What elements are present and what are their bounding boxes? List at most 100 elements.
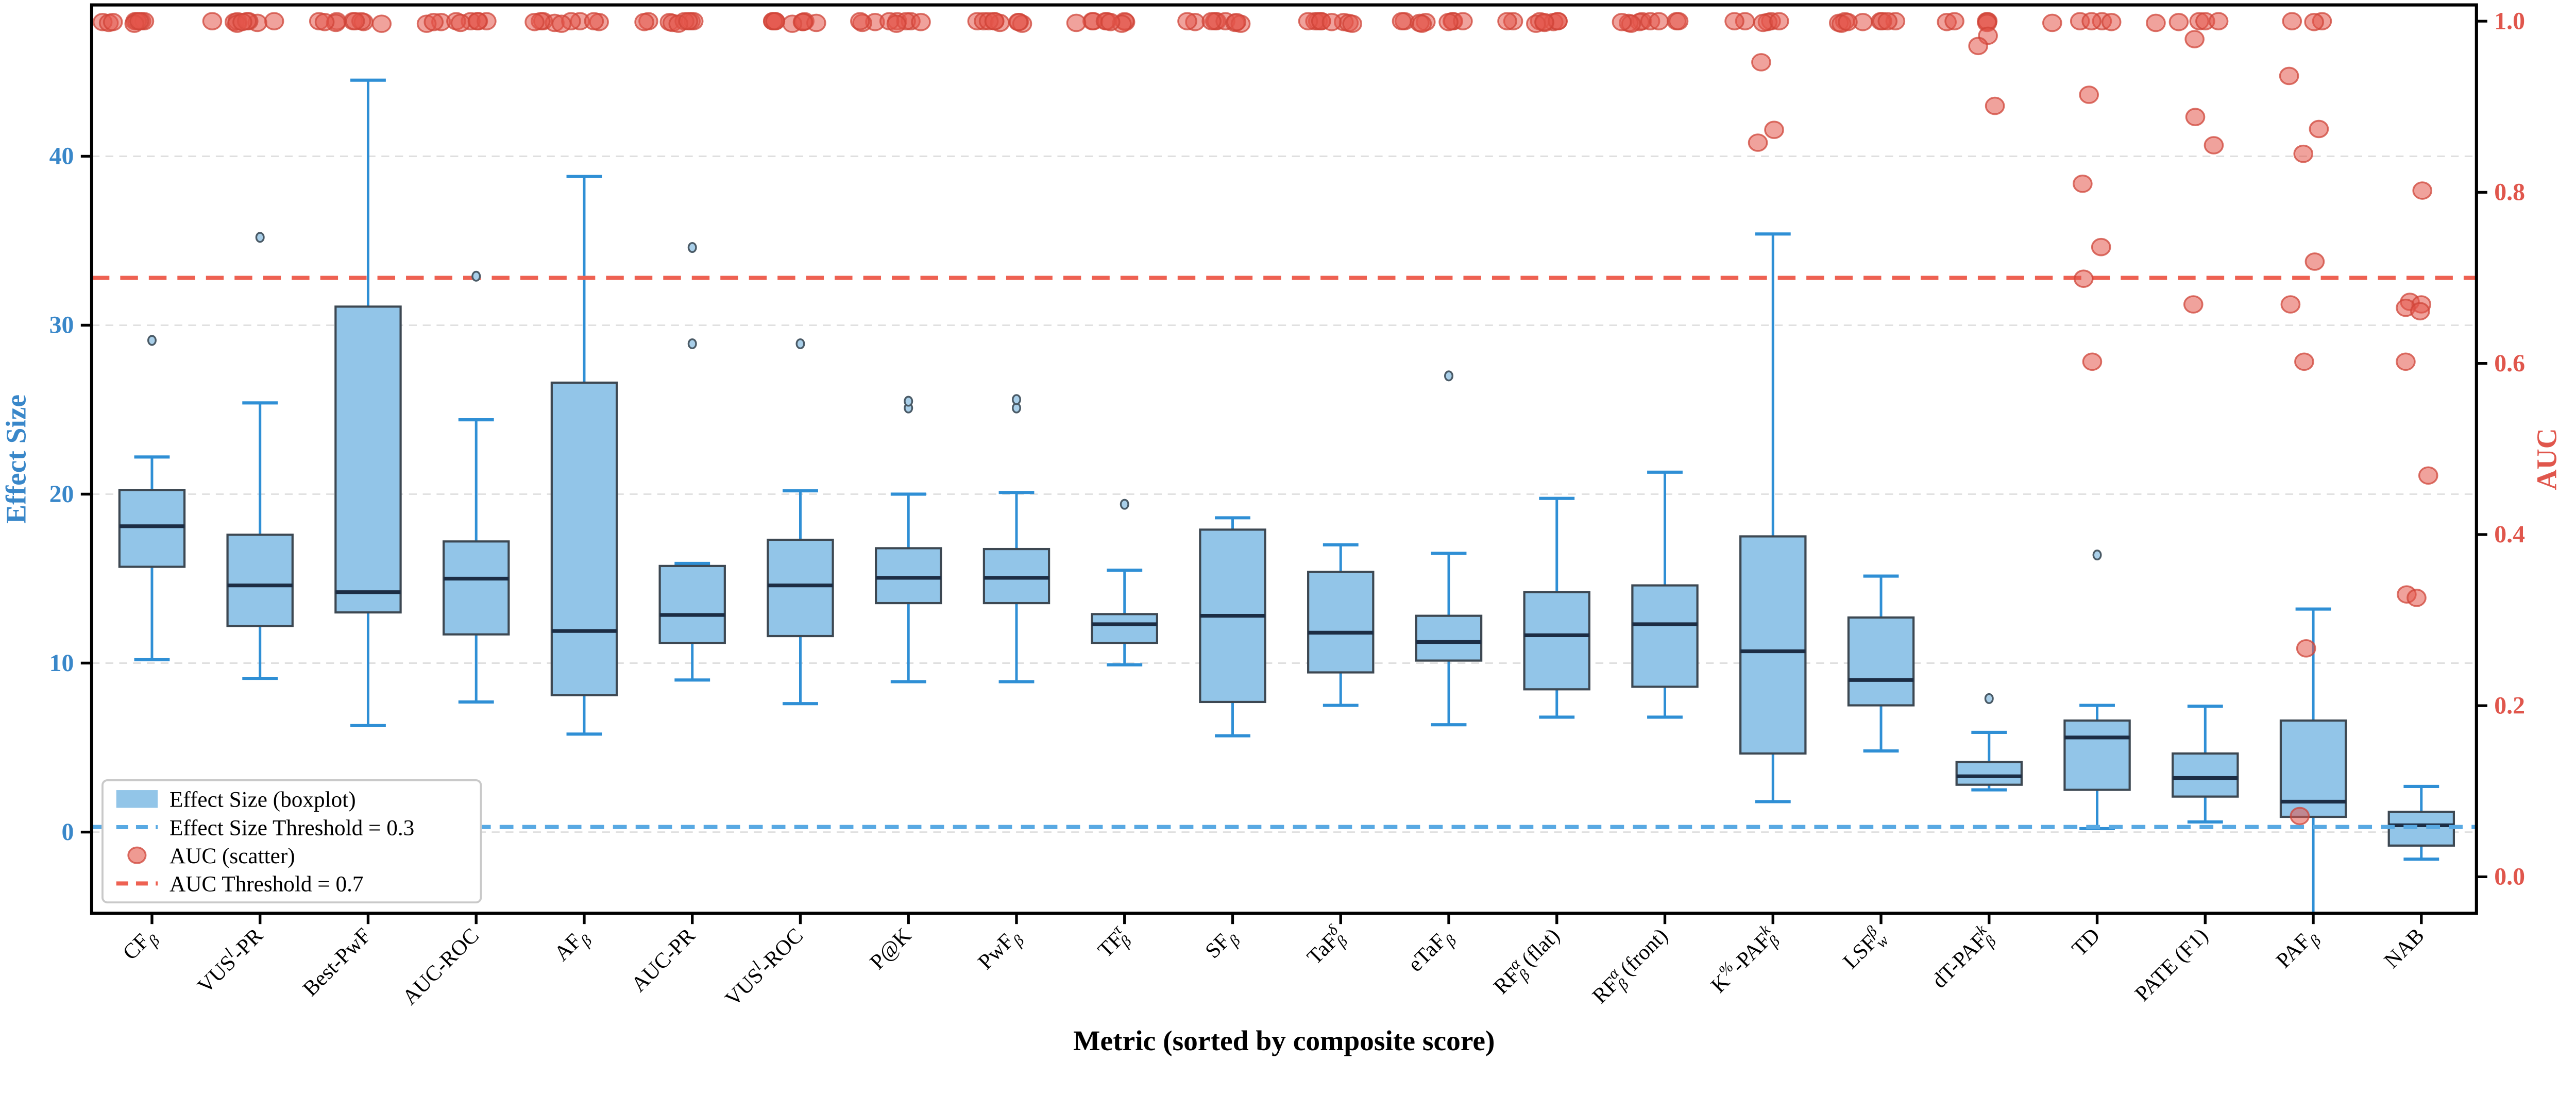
auc-point <box>2073 174 2093 193</box>
auc-point <box>2410 302 2430 321</box>
boxplot-Best-PwF <box>334 78 402 727</box>
auc-point <box>984 12 1005 30</box>
boxplot-AUC-PR <box>658 561 726 682</box>
auc-point <box>2168 12 2189 31</box>
auc-point <box>765 12 785 30</box>
auc-point <box>314 12 335 31</box>
iqr-box <box>658 564 726 644</box>
gridlines <box>91 156 2477 833</box>
effect-size-auc-figure: 0 10 20 30 40 0.0 0.2 0.4 0.6 0.8 1.0 CFβ VUSl-PR Bes… <box>0 3 2563 1057</box>
auc-point <box>2101 12 2122 31</box>
auc-point <box>2418 466 2438 485</box>
auc-point <box>2091 237 2111 256</box>
effect-size-boxplots <box>118 78 2455 914</box>
right-tick-label: 1.0 <box>2494 7 2525 35</box>
legend-item-label: AUC (scatter) <box>170 844 295 868</box>
auc-point <box>1177 12 1197 30</box>
iqr-box <box>550 381 618 696</box>
left-axis: 0 10 20 30 40 <box>49 143 92 846</box>
outlier-marker <box>795 338 805 350</box>
legend-item: Effect Size (boxplot) <box>116 787 356 812</box>
iqr-box <box>1955 761 2023 786</box>
auc-point <box>1985 96 2005 115</box>
boxplot-P@K <box>875 492 942 683</box>
outlier-marker <box>904 396 913 407</box>
legend-item-label: Effect Size (boxplot) <box>170 787 356 812</box>
boxplot-SFβ <box>1199 516 1266 738</box>
boxplot-PAFβ <box>2279 607 2347 914</box>
auc-point <box>2185 108 2206 126</box>
boxplot-RFαβ (front) <box>1631 470 1699 719</box>
auc-point <box>911 12 931 31</box>
auc-point <box>1748 133 1768 152</box>
auc-point <box>2146 13 2166 32</box>
auc-point <box>524 12 545 31</box>
auc-point <box>2396 352 2416 371</box>
iqr-box <box>118 489 186 568</box>
auc-point <box>551 14 572 33</box>
outlier-marker <box>147 335 157 346</box>
auc-point <box>2073 269 2094 288</box>
boxplot-PATE (F1) <box>2172 705 2239 824</box>
auc-point <box>1724 12 1744 30</box>
auc-point <box>1751 53 1771 72</box>
boxplot-NAB <box>2387 784 2455 861</box>
auc-point <box>1412 14 1432 33</box>
outlier-marker <box>471 270 481 282</box>
outlier-marker <box>255 232 265 243</box>
outlier-marker <box>687 338 697 350</box>
legend-patch-swatch <box>116 790 158 808</box>
iqr-box <box>442 540 510 636</box>
outlier-marker <box>1984 693 1994 704</box>
boxplot-outliers <box>147 232 2102 704</box>
iqr-box <box>1091 613 1158 644</box>
auc-point <box>2406 589 2427 607</box>
auc-scatter-points <box>92 12 2438 826</box>
outlier-marker <box>1012 394 1021 405</box>
auc-point <box>1321 12 1342 31</box>
boxplot-TaFδβ <box>1307 543 1375 707</box>
legend-item: Effect Size Threshold = 0.3 <box>116 815 414 840</box>
auc-point <box>1438 12 1459 31</box>
legend-red-dot-swatch <box>127 846 147 864</box>
auc-point <box>2279 66 2299 85</box>
auc-point <box>467 12 488 30</box>
x-axis-title: Metric (sorted by composite score) <box>1073 1025 1495 1056</box>
auc-point <box>1066 13 1087 32</box>
boxplot-TFτβ <box>1091 569 1158 666</box>
boxplot-TD <box>2063 704 2131 831</box>
boxplot-eTaFβ <box>1415 552 1483 727</box>
outlier-marker <box>2092 550 2102 561</box>
auc-point <box>1612 12 1632 31</box>
legend-item: AUC Threshold = 0.7 <box>116 872 364 897</box>
auc-point <box>2412 181 2433 200</box>
outlier-marker <box>1120 499 1129 510</box>
auc-point <box>1100 12 1121 31</box>
auc-point <box>1944 12 1964 30</box>
boxplot-LSFβw <box>1847 574 1915 753</box>
left-tick-label: 10 <box>49 649 74 677</box>
right-tick-label: 0.0 <box>2494 863 2525 891</box>
right-tick-label: 0.4 <box>2494 521 2525 548</box>
left-tick-label: 20 <box>49 481 74 508</box>
boxplot-VUSl-ROC <box>767 489 834 706</box>
boxplot-CFβ <box>118 455 186 661</box>
auc-point <box>2282 12 2302 30</box>
boxplot-VUSl-PR <box>226 401 294 680</box>
auc-point <box>1497 12 1517 30</box>
auc-point <box>634 12 654 31</box>
auc-point <box>1877 12 1898 30</box>
boxplot-AUC-ROC <box>442 418 510 704</box>
auc-point <box>423 12 444 31</box>
auc-point <box>450 13 471 32</box>
auc-point <box>2208 12 2229 30</box>
iqr-box <box>2172 752 2239 798</box>
auc-point <box>584 12 604 30</box>
iqr-box <box>1739 535 1807 755</box>
boxplot-AFβ <box>550 175 618 736</box>
iqr-box <box>1631 584 1699 688</box>
right-axis-title: AUC <box>2531 428 2563 490</box>
right-tick-label: 0.8 <box>2494 179 2525 206</box>
auc-point <box>1392 12 1412 30</box>
